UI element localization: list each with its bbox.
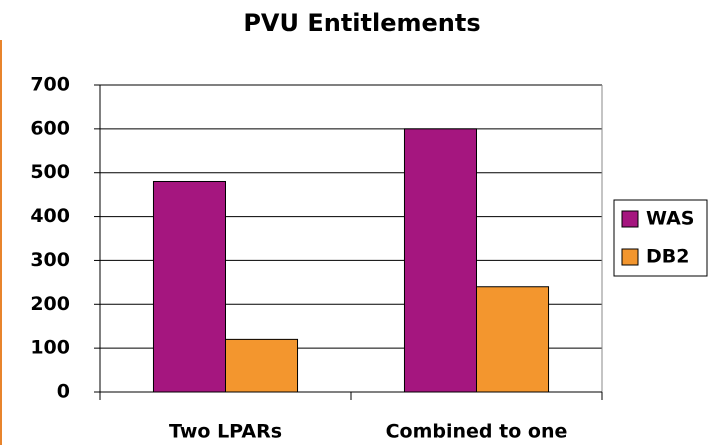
y-tick-label: 0	[57, 381, 70, 403]
legend-label: DB2	[646, 246, 689, 268]
x-tick-label: Two LPARs	[169, 421, 282, 443]
legend-swatch	[621, 248, 639, 266]
chart-title: PVU Entitlements	[243, 9, 480, 37]
y-tick-label: 200	[30, 293, 70, 315]
y-tick-label: 700	[30, 74, 70, 96]
legend-label: WAS	[646, 208, 695, 230]
y-tick-label: 500	[30, 161, 70, 183]
y-tick-label: 100	[30, 337, 70, 359]
bar	[152, 180, 226, 393]
x-tick-label: Combined to one	[386, 421, 568, 443]
y-tick-label: 300	[30, 249, 70, 271]
legend-swatch	[621, 210, 639, 228]
y-tick-label: 600	[30, 117, 70, 139]
bar	[403, 128, 478, 393]
bar	[225, 338, 299, 393]
bar	[476, 286, 550, 393]
y-tick-label: 400	[30, 205, 70, 227]
